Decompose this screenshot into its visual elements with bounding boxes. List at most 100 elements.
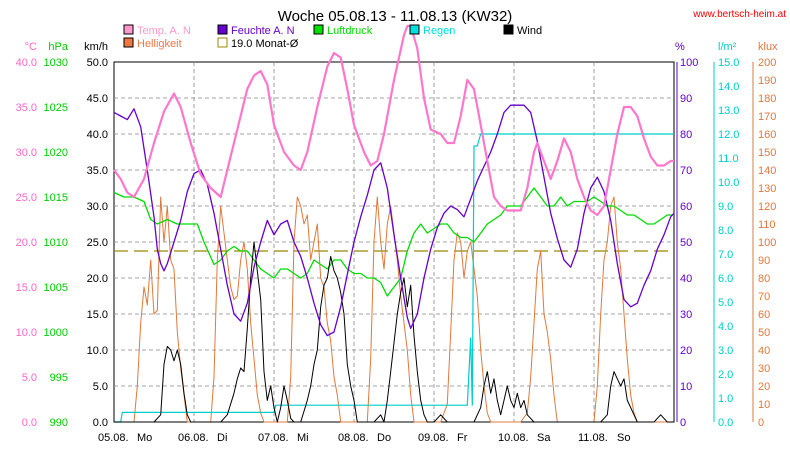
press-tick-label: 995 bbox=[50, 372, 68, 384]
hum-axis-unit: % bbox=[675, 41, 685, 53]
temp-tick-label: 40.0 bbox=[16, 57, 37, 69]
rain-tick-label: 14.0 bbox=[718, 81, 739, 93]
legend-swatch bbox=[217, 37, 228, 48]
lux-axis-unit: klux bbox=[758, 41, 778, 53]
rain-tick-label: 6.0 bbox=[718, 273, 733, 285]
rain-tick-label: 2.0 bbox=[718, 369, 733, 381]
temp-tick-label: 10.0 bbox=[16, 327, 37, 339]
legend-swatch bbox=[123, 37, 134, 48]
legend-swatch bbox=[313, 24, 324, 35]
wind-tick-label: 15.0 bbox=[87, 309, 108, 321]
press-tick-label: 1015 bbox=[44, 192, 68, 204]
legend-label: Luftdruck bbox=[327, 25, 373, 37]
axes: °C 0.0 5.0 10.0 15.0 20.0 25.0 30.0 35.0 40.0 hPa 9… bbox=[16, 41, 778, 444]
x-date-label: 08.08. bbox=[338, 432, 369, 444]
wind-tick-label: 20.0 bbox=[87, 273, 108, 285]
hum-tick-label: 100 bbox=[680, 57, 698, 69]
lux-tick-label: 50 bbox=[758, 327, 770, 339]
grid bbox=[113, 61, 675, 423]
temp-tick-label: 15.0 bbox=[16, 282, 37, 294]
hum-tick-label: 0 bbox=[680, 417, 686, 429]
rain-tick-label: 15.0 bbox=[718, 57, 739, 69]
x-date-label: 07.08. bbox=[258, 432, 289, 444]
lux-tick-label: 120 bbox=[758, 201, 776, 213]
rain-tick-label: 4.0 bbox=[718, 321, 733, 333]
x-date-label: 06.08. bbox=[178, 432, 209, 444]
temp-tick-label: 5.0 bbox=[22, 372, 37, 384]
lux-tick-label: 60 bbox=[758, 309, 770, 321]
hum-tick-label: 80 bbox=[680, 129, 692, 141]
series bbox=[113, 24, 675, 423]
legend: Temp. A. N Feuchte A. N Luftdruck Regen Wind… bbox=[123, 24, 542, 50]
hum-tick-label: 10 bbox=[680, 381, 692, 393]
press-tick-label: 1010 bbox=[44, 237, 68, 249]
lux-tick-label: 180 bbox=[758, 93, 776, 105]
lux-tick-label: 10 bbox=[758, 399, 770, 411]
hum-tick-label: 50 bbox=[680, 237, 692, 249]
hum-tick-label: 70 bbox=[680, 165, 692, 177]
lux-tick-label: 190 bbox=[758, 75, 776, 87]
x-date-label: 10.08. bbox=[498, 432, 529, 444]
lux-tick-label: 150 bbox=[758, 147, 776, 159]
press-tick-label: 1030 bbox=[44, 57, 68, 69]
temp-axis-unit: °C bbox=[25, 41, 37, 53]
hum-tick-label: 60 bbox=[680, 201, 692, 213]
x-weekday-label: Mo bbox=[137, 432, 152, 444]
series-line-regen bbox=[114, 133, 674, 423]
rain-tick-label: 5.0 bbox=[718, 297, 733, 309]
temp-tick-label: 35.0 bbox=[16, 102, 37, 114]
lux-tick-label: 20 bbox=[758, 381, 770, 393]
rain-tick-label: 10.0 bbox=[718, 177, 739, 189]
chart-title: Woche 05.08.13 - 11.08.13 (KW32) bbox=[278, 8, 513, 25]
lux-tick-label: 80 bbox=[758, 273, 770, 285]
temp-tick-label: 25.0 bbox=[16, 192, 37, 204]
wind-axis-unit: km/h bbox=[84, 41, 108, 53]
watermark: www.bertsch-heim.at bbox=[692, 9, 786, 20]
press-tick-label: 1005 bbox=[44, 282, 68, 294]
lux-tick-label: 70 bbox=[758, 291, 770, 303]
lux-tick-label: 200 bbox=[758, 57, 776, 69]
lux-tick-label: 40 bbox=[758, 345, 770, 357]
x-weekday-label: Do bbox=[377, 432, 391, 444]
press-tick-label: 1000 bbox=[44, 327, 68, 339]
series-line-temp-a-n bbox=[113, 24, 674, 217]
wind-tick-label: 30.0 bbox=[87, 201, 108, 213]
press-axis-unit: hPa bbox=[48, 41, 68, 53]
x-weekday-label: Di bbox=[217, 432, 227, 444]
legend-label: Feuchte A. N bbox=[231, 25, 295, 37]
legend-swatch bbox=[409, 24, 420, 35]
legend-swatch bbox=[503, 24, 514, 35]
rain-tick-label: 9.0 bbox=[718, 201, 733, 213]
legend-swatch bbox=[123, 24, 134, 35]
x-weekday-label: Fr bbox=[457, 432, 468, 444]
x-date-label: 11.08. bbox=[578, 432, 608, 444]
rain-tick-label: 0.0 bbox=[718, 417, 733, 429]
rain-tick-label: 1.0 bbox=[718, 393, 733, 405]
lux-tick-label: 30 bbox=[758, 363, 770, 375]
hum-tick-label: 30 bbox=[680, 309, 692, 321]
wind-tick-label: 40.0 bbox=[87, 129, 108, 141]
hum-tick-label: 40 bbox=[680, 273, 692, 285]
legend-label: 19.0 Monat-Ø bbox=[231, 38, 299, 50]
lux-tick-label: 160 bbox=[758, 129, 776, 141]
legend-label: Helligkeit bbox=[137, 38, 182, 50]
wind-tick-label: 35.0 bbox=[87, 165, 108, 177]
legend-label: Regen bbox=[423, 25, 455, 37]
lux-tick-label: 110 bbox=[758, 219, 776, 231]
lux-tick-label: 130 bbox=[758, 183, 776, 195]
rain-tick-label: 7.0 bbox=[718, 249, 733, 261]
series-line-wind bbox=[114, 241, 674, 423]
temp-tick-label: 30.0 bbox=[16, 147, 37, 159]
lux-tick-label: 170 bbox=[758, 111, 776, 123]
rain-tick-label: 12.0 bbox=[718, 129, 739, 141]
legend-label: Temp. A. N bbox=[137, 25, 191, 37]
press-tick-label: 1020 bbox=[44, 147, 68, 159]
rain-tick-label: 11.0 bbox=[718, 153, 739, 165]
lux-tick-label: 0 bbox=[758, 417, 764, 429]
press-tick-label: 990 bbox=[50, 417, 68, 429]
rain-tick-label: 8.0 bbox=[718, 225, 733, 237]
wind-tick-label: 5.0 bbox=[93, 381, 108, 393]
rain-axis-unit: l/m² bbox=[718, 41, 737, 53]
